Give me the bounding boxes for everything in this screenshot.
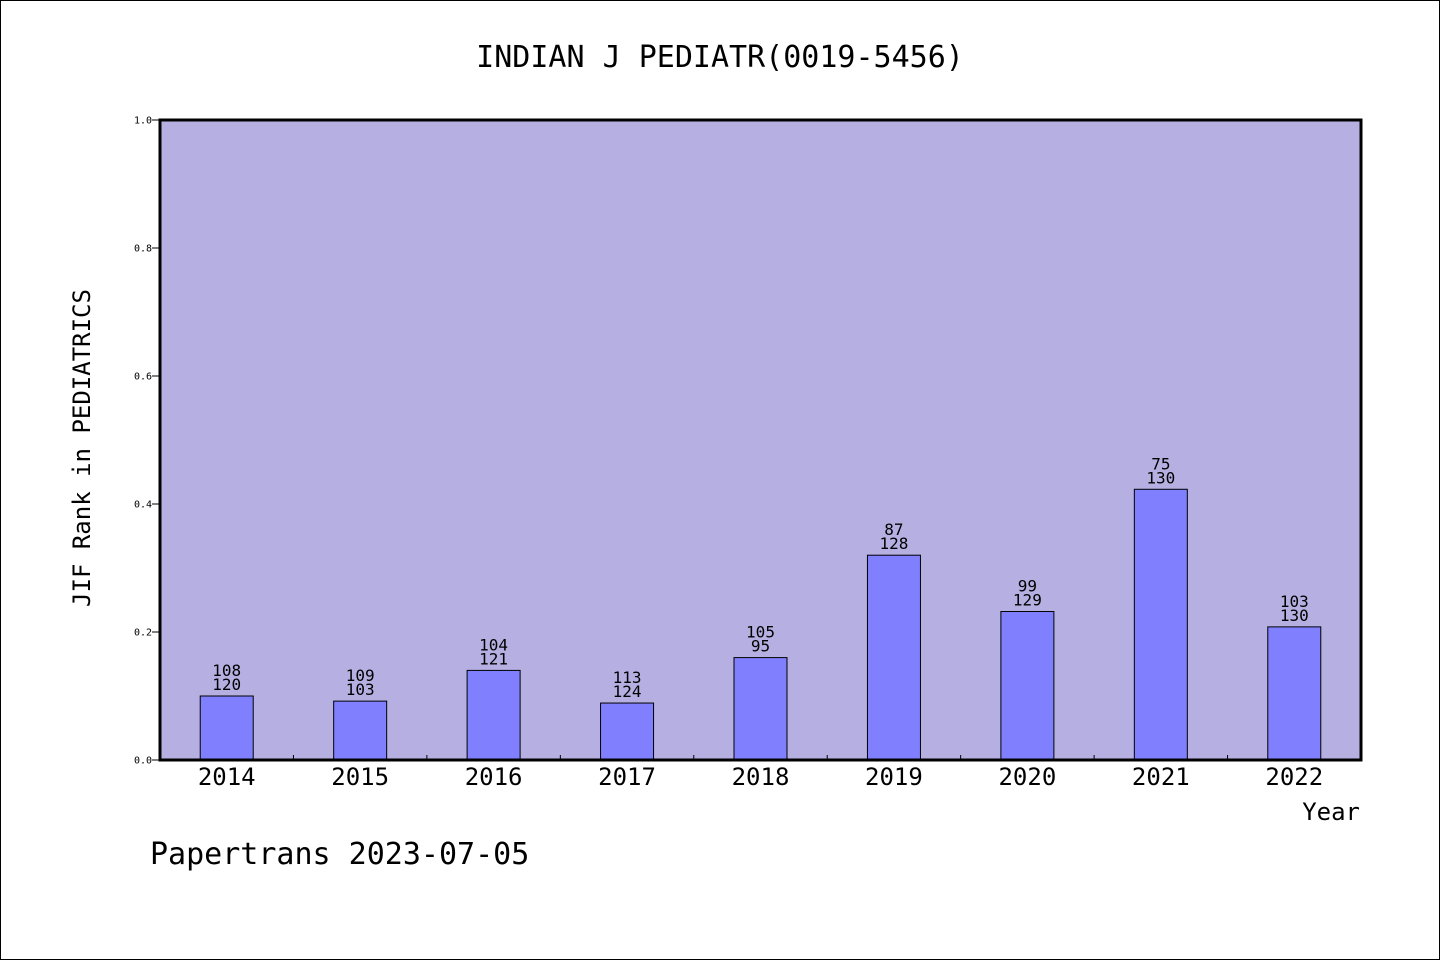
bar-label-rank: 87 — [884, 520, 903, 539]
chart-title: INDIAN J PEDIATR(0019-5456) — [476, 40, 964, 75]
bar-2016 — [466, 669, 521, 761]
bar-label-rank: 75 — [1151, 454, 1170, 473]
bar-label-rank: 99 — [1018, 577, 1037, 596]
bar-2021 — [1133, 488, 1188, 761]
bar-label-rank: 103 — [1280, 592, 1309, 611]
footer-credit: Papertrans 2023-07-05 — [150, 837, 529, 872]
y-tick-label: 0.4 — [134, 500, 152, 511]
bar-label-total: 121 — [479, 649, 508, 668]
bar-2019 — [866, 554, 921, 761]
x-tick-label: 2022 — [1265, 763, 1323, 791]
bar-label-total: 129 — [1013, 591, 1042, 610]
x-tick-label: 2019 — [865, 763, 923, 791]
plot-area: 0.00.20.40.60.81.01081202014109103201510… — [134, 116, 1363, 791]
bar-label-total: 95 — [751, 637, 770, 656]
bar-label-total: 103 — [346, 680, 375, 699]
x-tick-label: 2017 — [598, 763, 656, 791]
bar-label-rank: 109 — [346, 666, 375, 685]
bar-2020 — [1000, 611, 1055, 761]
bar-label-rank: 105 — [746, 623, 775, 642]
bar-label-total: 130 — [1280, 606, 1309, 625]
bar-label-total: 130 — [1146, 468, 1175, 487]
x-axis-label: Year — [1302, 798, 1360, 826]
y-tick-label: 0.2 — [134, 628, 152, 639]
bar-2018 — [733, 657, 788, 761]
bar-label-total: 120 — [212, 675, 241, 694]
plot-border — [158, 118, 1363, 762]
bar-label-total: 124 — [613, 682, 642, 701]
x-tick-label: 2016 — [465, 763, 523, 791]
bar-label-rank: 104 — [479, 635, 508, 654]
x-tick-label: 2015 — [331, 763, 389, 791]
x-tick-label: 2021 — [1132, 763, 1190, 791]
x-tick-label: 2018 — [732, 763, 790, 791]
bar-2022 — [1267, 626, 1322, 761]
bar-2017 — [600, 702, 655, 761]
bar-label-rank: 108 — [212, 661, 241, 680]
x-tick-label: 2020 — [998, 763, 1056, 791]
bar-2015 — [333, 700, 388, 761]
y-tick-label: 0.6 — [134, 372, 152, 383]
bar-2014 — [199, 695, 254, 761]
bar-label-rank: 113 — [613, 668, 642, 687]
bar-label-total: 128 — [879, 534, 908, 553]
y-axis-label: JIF Rank in PEDIATRICS — [68, 289, 96, 607]
y-tick-label: 1.0 — [134, 116, 152, 127]
x-tick-label: 2014 — [198, 763, 256, 791]
y-tick-label: 0.0 — [134, 756, 152, 767]
y-tick-label: 0.8 — [134, 244, 152, 255]
